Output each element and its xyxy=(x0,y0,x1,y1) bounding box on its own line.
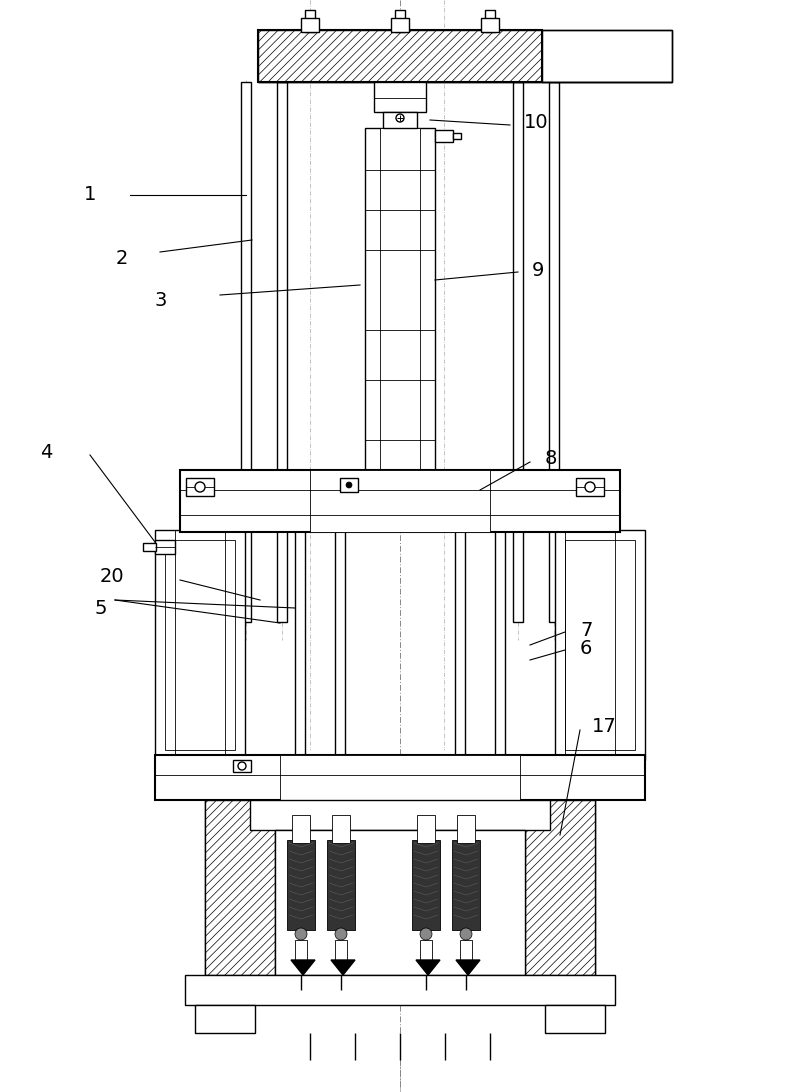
Bar xyxy=(545,1005,605,1033)
Text: 2: 2 xyxy=(116,249,128,268)
Bar xyxy=(143,543,156,551)
Bar xyxy=(332,815,350,843)
Text: 17: 17 xyxy=(592,716,617,736)
Bar xyxy=(549,82,559,622)
Bar xyxy=(525,800,595,975)
Bar xyxy=(280,755,520,800)
Bar xyxy=(292,815,310,843)
Bar xyxy=(513,82,523,622)
Text: 4: 4 xyxy=(40,442,52,462)
Bar xyxy=(417,815,435,843)
Bar xyxy=(250,800,550,830)
Bar xyxy=(327,840,355,930)
Bar xyxy=(340,478,358,492)
Bar xyxy=(275,870,525,975)
Text: 20: 20 xyxy=(99,568,124,586)
Polygon shape xyxy=(331,960,355,975)
Bar xyxy=(241,82,251,622)
Bar xyxy=(565,541,635,750)
Bar xyxy=(275,830,525,975)
Bar xyxy=(185,975,615,1005)
Bar xyxy=(435,130,453,142)
Text: 5: 5 xyxy=(94,598,107,617)
Text: 7: 7 xyxy=(580,620,592,640)
Text: 1: 1 xyxy=(84,186,96,204)
Bar xyxy=(287,840,315,930)
Bar xyxy=(310,470,490,532)
Bar xyxy=(460,940,472,960)
Circle shape xyxy=(238,762,246,770)
Polygon shape xyxy=(456,960,480,975)
Bar xyxy=(186,478,214,496)
Bar xyxy=(335,530,345,760)
Circle shape xyxy=(335,928,347,940)
Circle shape xyxy=(585,482,595,492)
Bar xyxy=(453,133,461,139)
Bar xyxy=(295,530,305,760)
Bar xyxy=(155,755,645,800)
Bar xyxy=(277,82,287,622)
Bar xyxy=(452,840,480,930)
Polygon shape xyxy=(291,960,315,975)
Bar xyxy=(380,128,420,473)
Bar xyxy=(155,541,175,554)
Circle shape xyxy=(420,928,432,940)
Bar xyxy=(412,840,440,930)
Bar xyxy=(383,112,417,128)
Circle shape xyxy=(346,482,352,488)
Bar xyxy=(258,29,672,82)
Bar xyxy=(165,541,235,750)
Text: 10: 10 xyxy=(524,112,549,131)
Bar xyxy=(205,800,275,975)
Bar xyxy=(455,530,465,760)
Bar xyxy=(295,940,307,960)
Bar xyxy=(457,815,475,843)
Circle shape xyxy=(295,928,307,940)
Bar xyxy=(576,478,604,496)
Bar xyxy=(258,29,542,82)
Bar xyxy=(481,17,499,32)
Bar xyxy=(374,82,426,112)
Bar xyxy=(395,10,405,32)
Text: 9: 9 xyxy=(532,261,544,280)
Bar xyxy=(495,530,505,760)
Bar xyxy=(180,470,620,532)
Circle shape xyxy=(195,482,205,492)
Bar xyxy=(525,800,595,975)
Bar xyxy=(205,800,275,975)
Text: 8: 8 xyxy=(545,449,558,467)
Bar xyxy=(305,10,315,32)
Circle shape xyxy=(396,114,404,122)
Bar xyxy=(301,17,319,32)
Bar xyxy=(258,29,542,82)
Bar xyxy=(391,17,409,32)
Bar xyxy=(485,10,495,32)
Text: 6: 6 xyxy=(580,639,592,657)
Circle shape xyxy=(460,928,472,940)
Bar xyxy=(365,128,435,473)
Bar xyxy=(155,530,245,760)
Bar xyxy=(233,760,251,772)
Bar xyxy=(195,1005,255,1033)
Text: 3: 3 xyxy=(154,290,167,309)
Bar xyxy=(542,29,672,82)
Bar xyxy=(205,800,595,975)
Polygon shape xyxy=(416,960,440,975)
Bar xyxy=(335,940,347,960)
Bar xyxy=(555,530,645,760)
Bar xyxy=(420,940,432,960)
